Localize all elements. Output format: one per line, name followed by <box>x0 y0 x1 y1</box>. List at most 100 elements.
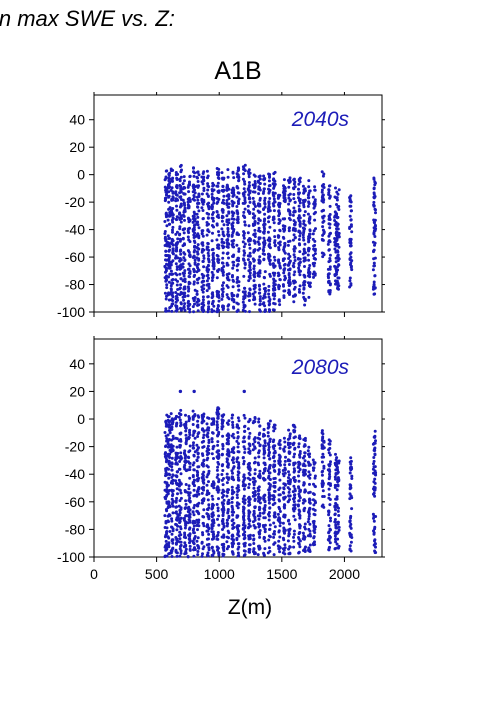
data-point <box>184 522 188 526</box>
data-point <box>298 261 302 265</box>
data-point <box>257 455 261 459</box>
data-point <box>287 252 291 256</box>
data-point <box>210 216 214 220</box>
data-point <box>268 471 272 475</box>
data-point <box>222 223 226 227</box>
data-point <box>248 251 252 255</box>
data-point <box>195 448 199 452</box>
data-point <box>187 505 191 509</box>
data-point <box>170 278 174 282</box>
data-point <box>177 439 181 443</box>
data-point <box>329 516 332 520</box>
data-point <box>335 526 339 530</box>
data-point <box>293 236 297 239</box>
data-point <box>165 169 169 173</box>
data-point <box>327 281 331 284</box>
data-point <box>170 422 174 426</box>
data-point <box>178 286 182 290</box>
data-point <box>178 418 182 422</box>
data-point <box>336 254 340 258</box>
data-point <box>262 275 266 279</box>
data-point <box>181 182 185 186</box>
data-point <box>227 536 230 540</box>
data-point <box>202 433 206 437</box>
data-point <box>235 209 239 213</box>
data-point <box>183 531 187 535</box>
y-tick-label: -60 <box>65 494 85 510</box>
data-point <box>252 273 256 276</box>
data-point <box>297 442 301 446</box>
data-point <box>247 184 251 188</box>
data-point <box>220 427 224 431</box>
data-point <box>267 244 271 247</box>
data-point <box>178 257 182 260</box>
data-point <box>192 461 196 465</box>
data-point <box>179 170 183 174</box>
data-point <box>201 290 205 294</box>
data-point <box>231 423 235 427</box>
data-point <box>211 181 215 185</box>
data-point <box>236 476 240 480</box>
data-point <box>174 291 178 294</box>
data-point <box>237 419 241 423</box>
data-point <box>188 174 192 178</box>
data-point <box>297 492 301 496</box>
data-point <box>348 225 352 229</box>
data-point <box>283 262 287 266</box>
data-point <box>167 489 171 492</box>
data-point <box>206 456 210 460</box>
data-point <box>272 454 276 458</box>
data-point <box>195 292 199 296</box>
data-point <box>193 503 197 507</box>
data-point <box>164 213 168 217</box>
data-point <box>225 494 229 498</box>
data-point <box>293 270 297 274</box>
data-point <box>166 439 170 443</box>
data-point <box>348 214 352 218</box>
data-point <box>297 242 301 246</box>
data-point <box>308 490 312 494</box>
data-point <box>258 255 262 259</box>
data-point <box>288 275 291 279</box>
data-point <box>205 529 209 533</box>
data-point <box>268 494 272 498</box>
data-point <box>302 203 306 207</box>
data-point <box>277 221 281 225</box>
data-point <box>231 425 235 429</box>
data-point <box>202 415 205 418</box>
data-point <box>192 531 196 535</box>
data-point <box>210 279 214 282</box>
data-point <box>231 260 235 264</box>
data-point <box>287 450 291 454</box>
data-point <box>373 183 377 187</box>
data-point <box>179 283 183 287</box>
data-point <box>201 531 204 535</box>
data-point <box>312 519 316 523</box>
data-point <box>273 511 277 515</box>
data-point <box>253 296 256 299</box>
data-point <box>174 416 178 420</box>
data-point <box>333 273 337 277</box>
data-point <box>166 418 170 422</box>
data-point <box>231 539 235 543</box>
data-point <box>175 445 179 449</box>
data-point <box>227 256 230 260</box>
data-point <box>195 234 199 238</box>
data-point <box>242 462 246 466</box>
data-point <box>261 302 265 306</box>
data-point <box>267 179 271 183</box>
data-point <box>287 547 291 551</box>
data-point <box>272 469 276 472</box>
data-point <box>210 239 214 243</box>
data-point <box>171 494 174 498</box>
data-point <box>193 223 197 227</box>
data-point <box>188 271 192 274</box>
data-point <box>296 465 300 469</box>
data-point <box>287 473 291 477</box>
data-point <box>163 495 167 499</box>
data-point <box>248 262 252 266</box>
data-point <box>186 294 190 298</box>
data-point <box>196 419 200 423</box>
data-point <box>227 514 231 518</box>
data-point <box>207 469 211 473</box>
